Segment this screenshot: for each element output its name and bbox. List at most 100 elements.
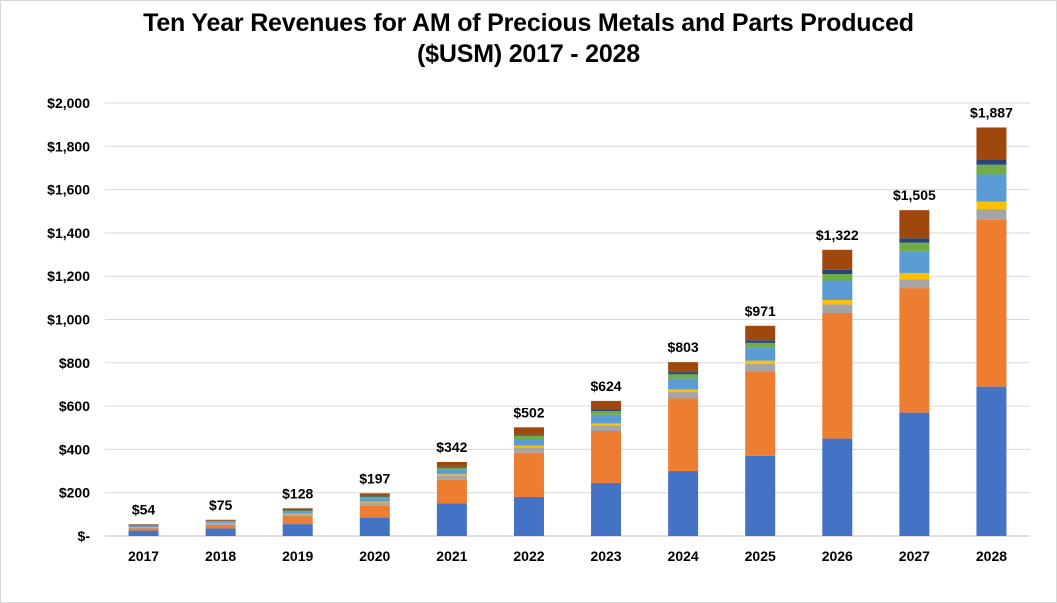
bar-segment (359, 501, 390, 503)
bar-segment (282, 516, 313, 525)
bar-segment (513, 445, 544, 448)
total-label: $54 (132, 501, 156, 517)
bar-segment (899, 412, 930, 536)
bar-segment (128, 528, 159, 531)
bar-segment (745, 363, 776, 372)
bar-segment (128, 530, 159, 536)
bar-segment (822, 438, 853, 536)
gridlines (105, 102, 1030, 537)
bar-segment (591, 409, 622, 412)
bar-segment (822, 280, 853, 301)
x-tick-label: 2019 (282, 548, 313, 564)
bar-segment (976, 201, 1007, 210)
total-label: $971 (745, 303, 776, 319)
x-tick-label: 2024 (668, 548, 699, 564)
bar-segment (822, 269, 853, 275)
bar-segment (668, 372, 699, 375)
bar-segment (745, 325, 776, 341)
bar-segment (436, 461, 467, 467)
bar-segment (359, 505, 390, 518)
bar-segment (899, 279, 930, 289)
bar-segment (282, 508, 313, 511)
bar-stack-2025 (745, 325, 776, 536)
x-tick-label: 2023 (590, 548, 621, 564)
bar-segment (745, 342, 776, 348)
bar-segment (205, 523, 236, 525)
bar-segment (359, 496, 390, 499)
bar-segment (205, 519, 236, 521)
x-tick-label: 2022 (513, 548, 544, 564)
y-tick-label: $1,600 (47, 182, 90, 198)
chart-title-line-2: ($USM) 2017 - 2028 (417, 40, 640, 68)
bar-segment (822, 313, 853, 439)
bar-segment (282, 524, 313, 536)
x-tick-label: 2021 (436, 548, 467, 564)
y-tick-label: $1,200 (47, 268, 90, 284)
bar-segment (745, 340, 776, 343)
bar-segment (128, 527, 159, 529)
bar-segment (513, 434, 544, 436)
chart-title-line-1: Ten Year Revenues for AM of Precious Met… (143, 9, 914, 37)
bar-segment (976, 386, 1007, 536)
bar-segment (668, 389, 699, 393)
bar-segment (591, 423, 622, 426)
total-label: $1,505 (893, 187, 936, 203)
bar-segment (976, 174, 1007, 202)
x-tick-label: 2028 (976, 548, 1007, 564)
bar-segment (822, 249, 853, 270)
bar-segment (668, 392, 699, 399)
bar-segment (899, 242, 930, 252)
bar-segment (976, 219, 1007, 387)
bar-segment (668, 471, 699, 536)
x-tick-label: 2027 (899, 548, 930, 564)
chart-title: Ten Year Revenues for AM of Precious Met… (0, 8, 1057, 70)
bar-segment (513, 452, 544, 498)
bar-stack-2026 (822, 249, 853, 536)
total-label: $128 (282, 485, 313, 501)
bar-segment (436, 475, 467, 480)
bar-segment (436, 466, 467, 468)
total-label: $803 (668, 339, 699, 355)
bar-segment (591, 400, 622, 410)
bar-segment (282, 514, 313, 517)
bar-segment (591, 430, 622, 483)
bar-stack-2017 (128, 524, 159, 536)
bar-segment (205, 528, 236, 536)
bar-segment (899, 238, 930, 243)
bar-segment (745, 360, 776, 364)
bar-segment (436, 474, 467, 476)
bar-segment (282, 513, 313, 515)
bar-segment (359, 495, 390, 497)
bar-segment (668, 374, 699, 379)
bar-segment (976, 159, 1007, 165)
bar-segment (359, 493, 390, 496)
y-tick-label: $1,400 (47, 225, 90, 241)
total-label: $502 (513, 404, 544, 420)
bar-segment (282, 510, 313, 512)
bar-segment (513, 447, 544, 453)
bar-segment (128, 526, 159, 528)
y-tick-label: $- (78, 528, 91, 544)
bar-stack-2019 (282, 508, 313, 536)
total-labels: $54 $75 $128 $197 $342 $502 $624 $803 $971 $1,322… (132, 104, 1013, 517)
y-axis-tick-labels: $- $200 $400 $600 $800 $1,000 $1,200 $1,400 $1,6… (47, 95, 90, 544)
bar-stack-2027 (899, 210, 930, 536)
y-tick-label: $2,000 (47, 95, 90, 111)
total-label: $75 (209, 497, 233, 513)
bar-stack-2028 (976, 127, 1007, 536)
bar-segment (745, 347, 776, 361)
bar-stack-2023 (591, 400, 622, 536)
y-tick-label: $200 (59, 485, 90, 501)
bar-segment (591, 482, 622, 536)
total-label: $197 (359, 470, 390, 486)
bar-segment (668, 362, 699, 373)
bar-segment (436, 503, 467, 536)
bar-segment (513, 435, 544, 440)
x-tick-label: 2026 (822, 548, 853, 564)
bar-segment (282, 511, 313, 514)
bar-segment (513, 427, 544, 435)
bar-segment (359, 502, 390, 506)
bar-segment (513, 439, 544, 446)
bar-segment (976, 127, 1007, 160)
